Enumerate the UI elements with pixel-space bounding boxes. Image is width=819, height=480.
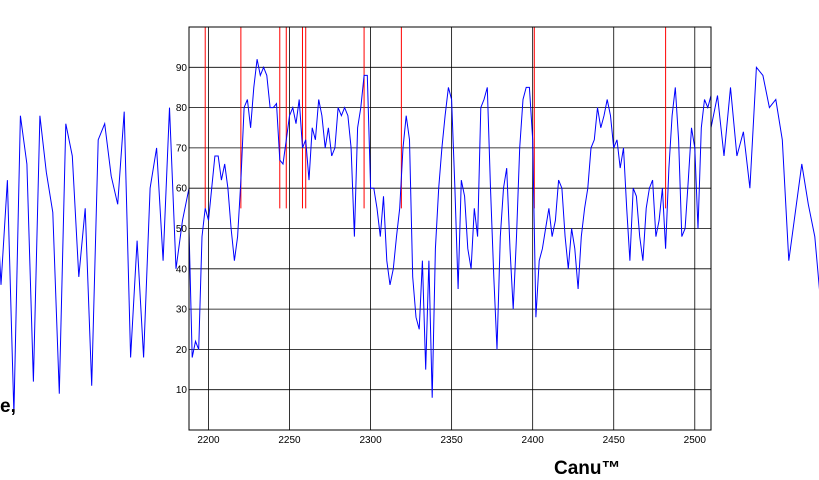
outer-series-left-line	[0, 107, 190, 414]
y-tick-label: 80	[176, 103, 188, 114]
plot-border	[188, 26, 712, 431]
y-tick-label: 90	[176, 63, 188, 74]
x-tick-label: 2450	[603, 435, 626, 446]
series-line	[189, 59, 711, 398]
x-tick-label: 2250	[278, 435, 301, 446]
outer-series-right-line	[710, 65, 819, 290]
x-tick-labels: 2200 2250 2300 2350 2400 2450 2500	[197, 435, 706, 446]
series-layer	[189, 59, 711, 398]
x-tick-label: 2300	[359, 435, 382, 446]
y-tick-label: 10	[176, 385, 188, 396]
plot-frame	[188, 26, 712, 431]
y-tick-label: 30	[176, 305, 188, 316]
x-tick-label: 2500	[684, 435, 707, 446]
brand-label: Canu™	[554, 458, 621, 479]
marker-lines-layer	[204, 27, 667, 209]
y-tick-label: 50	[176, 224, 188, 235]
outer-series-layer	[0, 65, 819, 414]
fragment-text: e,	[0, 396, 16, 417]
y-tick-label: 20	[176, 345, 188, 356]
x-tick-label: 2400	[522, 435, 545, 446]
grid-lines	[189, 27, 711, 430]
y-tick-label: 40	[176, 264, 188, 275]
x-tick-label: 2200	[197, 435, 220, 446]
y-tick-labels: 10 20 30 40 50 60 70 80 90	[176, 63, 188, 396]
x-tick-label: 2350	[440, 435, 463, 446]
y-tick-label: 70	[176, 143, 188, 154]
y-tick-label: 60	[176, 184, 188, 195]
